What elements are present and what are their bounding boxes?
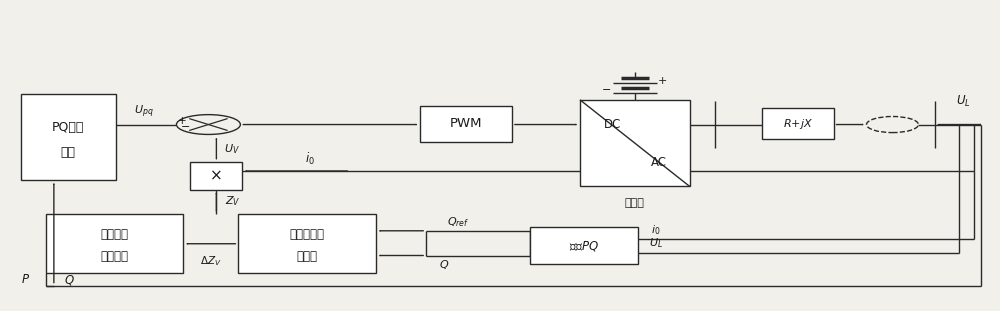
Bar <box>190 162 242 190</box>
Text: 逆变器: 逆变器 <box>625 198 645 208</box>
Text: 计算$PQ$: 计算$PQ$ <box>569 239 599 253</box>
Text: +: + <box>658 76 667 86</box>
Text: $\Delta Z_V$: $\Delta Z_V$ <box>200 254 222 268</box>
Text: $U_{pq}$: $U_{pq}$ <box>134 104 153 120</box>
Text: −: − <box>602 86 612 95</box>
Text: $i_0$: $i_0$ <box>651 223 661 237</box>
Bar <box>238 214 376 273</box>
Text: $i_0$: $i_0$ <box>305 151 315 167</box>
Text: $U_L$: $U_L$ <box>649 237 663 250</box>
Text: $P$: $P$ <box>21 273 30 286</box>
Text: $Q_{ref}$: $Q_{ref}$ <box>447 215 469 229</box>
Text: $Z_V$: $Z_V$ <box>225 194 240 208</box>
Text: 虚拟阻抗: 虚拟阻抗 <box>101 250 129 262</box>
Text: +: + <box>178 116 187 126</box>
Text: 控制: 控制 <box>61 146 76 159</box>
Bar <box>46 214 183 273</box>
Bar <box>762 109 834 139</box>
Text: 获取最终: 获取最终 <box>101 228 129 241</box>
Text: PWM: PWM <box>450 117 482 130</box>
Bar <box>530 227 638 264</box>
Text: $U_L$: $U_L$ <box>956 94 971 109</box>
Text: $Q$: $Q$ <box>439 258 449 271</box>
Text: 隶属云模型: 隶属云模型 <box>290 228 325 241</box>
Text: 推理器: 推理器 <box>297 250 318 262</box>
Bar <box>21 94 116 180</box>
Text: PQ下垂: PQ下垂 <box>52 121 84 134</box>
Text: ×: × <box>210 168 223 183</box>
Text: $R$+$jX$: $R$+$jX$ <box>783 117 813 131</box>
Bar <box>420 106 512 142</box>
Text: DC: DC <box>604 118 622 131</box>
Bar <box>580 100 690 187</box>
Text: −: − <box>180 122 190 132</box>
Text: AC: AC <box>651 156 667 169</box>
Text: $U_V$: $U_V$ <box>224 142 240 156</box>
Text: $Q$: $Q$ <box>64 273 75 287</box>
